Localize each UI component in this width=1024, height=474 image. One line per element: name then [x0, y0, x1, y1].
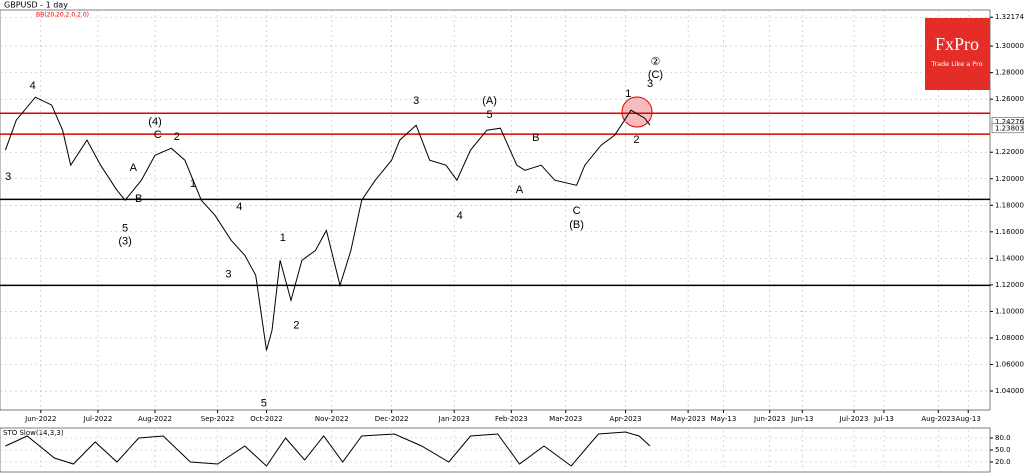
wave-label: 3	[647, 78, 653, 90]
wave-label: A	[516, 184, 524, 196]
y-tick-label: 1.06000	[995, 360, 1024, 368]
y-tick-label: 1.22000	[995, 148, 1024, 156]
wave-label: 5	[486, 109, 492, 121]
wave-label: 2	[293, 319, 299, 331]
price-label: 1.23803	[995, 124, 1024, 132]
x-tick-label: Jul-2023	[839, 415, 869, 423]
y-tick-label: 1.30000	[995, 42, 1024, 50]
y-tick-label: 20.0	[995, 458, 1011, 466]
y-tick-label: 1.12000	[995, 281, 1024, 289]
wave-label: (4)	[148, 116, 161, 128]
wave-label: 4	[30, 80, 36, 92]
highlight-circle	[621, 96, 653, 128]
wave-label: 3	[5, 171, 11, 183]
wave-label: 2	[174, 131, 180, 143]
x-tick-label: Oct-2022	[250, 415, 282, 423]
y-tick-label: 50.0	[995, 446, 1011, 454]
logo-name: FxPro	[935, 34, 979, 54]
wave-label: 3	[225, 268, 231, 280]
x-tick-label: Aug-2023	[921, 415, 955, 423]
main-panel	[0, 9, 991, 411]
price-box	[991, 123, 1024, 134]
wave-label: (3)	[118, 235, 131, 247]
wave-label: 1	[190, 178, 196, 190]
wave-label: 1	[625, 88, 631, 100]
price-line	[5, 431, 651, 467]
wave-label: 2	[633, 134, 639, 146]
y-tick-label: 80.0	[995, 434, 1011, 442]
wave-label: 4	[457, 210, 463, 222]
logo-tagline: Trade Like a Pro	[930, 60, 982, 68]
price-label: 1.24276	[995, 118, 1024, 126]
chart-title: GBPUSD - 1 day	[4, 1, 68, 10]
price-line	[4, 96, 651, 351]
x-tick-label: Apr-2023	[610, 415, 642, 423]
wave-label: B	[135, 193, 142, 205]
wave-label: B	[532, 132, 539, 144]
y-tick-label: 1.32174	[995, 13, 1024, 21]
sub-title: STO Slow(14,3,3)	[3, 429, 64, 437]
x-tick-label: Aug-13	[956, 415, 981, 423]
x-tick-label: May-13	[711, 415, 737, 423]
wave-label: 5	[261, 397, 267, 409]
y-tick-label: 1.08000	[995, 334, 1024, 342]
x-tick-label: Jul-13	[873, 415, 894, 423]
x-tick-label: Feb-2023	[495, 415, 528, 423]
y-tick-label: 1.20000	[995, 175, 1024, 183]
x-tick-label: Mar-2023	[549, 415, 582, 423]
wave-label: 5	[122, 222, 128, 234]
wave-label: (A)	[482, 95, 497, 107]
x-tick-label: May-2023	[671, 415, 706, 423]
x-tick-label: Jan-2023	[438, 415, 470, 423]
wave-label: (B)	[569, 219, 584, 231]
y-tick-label: 1.14000	[995, 254, 1024, 262]
x-tick-label: Aug-2022	[138, 415, 172, 423]
y-tick-label: 1.16000	[995, 228, 1024, 236]
wave-label: A	[130, 162, 138, 174]
wave-label: (C)	[648, 69, 663, 81]
y-tick-label: 1.28000	[995, 69, 1024, 77]
x-tick-label: Dec-2022	[375, 415, 409, 423]
x-tick-label: Sep-2022	[201, 415, 235, 423]
y-tick-label: 1.26000	[995, 95, 1024, 103]
wave-label: ②	[651, 56, 661, 68]
x-tick-label: Jun-13	[790, 415, 813, 423]
y-tick-label: 1.10000	[995, 307, 1024, 315]
x-tick-label: Jun-2022	[24, 415, 56, 423]
x-tick-label: Jun-2023	[753, 415, 785, 423]
wave-label: 1	[280, 232, 286, 244]
y-tick-label: 1.04000	[995, 387, 1024, 395]
indicator-label: BB(20,20,2.0,2.0)	[36, 12, 89, 19]
x-tick-label: Jul-2022	[83, 415, 113, 423]
wave-label: C	[154, 129, 162, 141]
wave-label: 3	[413, 95, 419, 107]
y-tick-label: 1.18000	[995, 201, 1024, 209]
wave-label: C	[573, 205, 581, 217]
x-tick-label: Nov-2022	[315, 415, 349, 423]
logo-box	[925, 18, 990, 90]
wave-label: 4	[236, 201, 242, 213]
